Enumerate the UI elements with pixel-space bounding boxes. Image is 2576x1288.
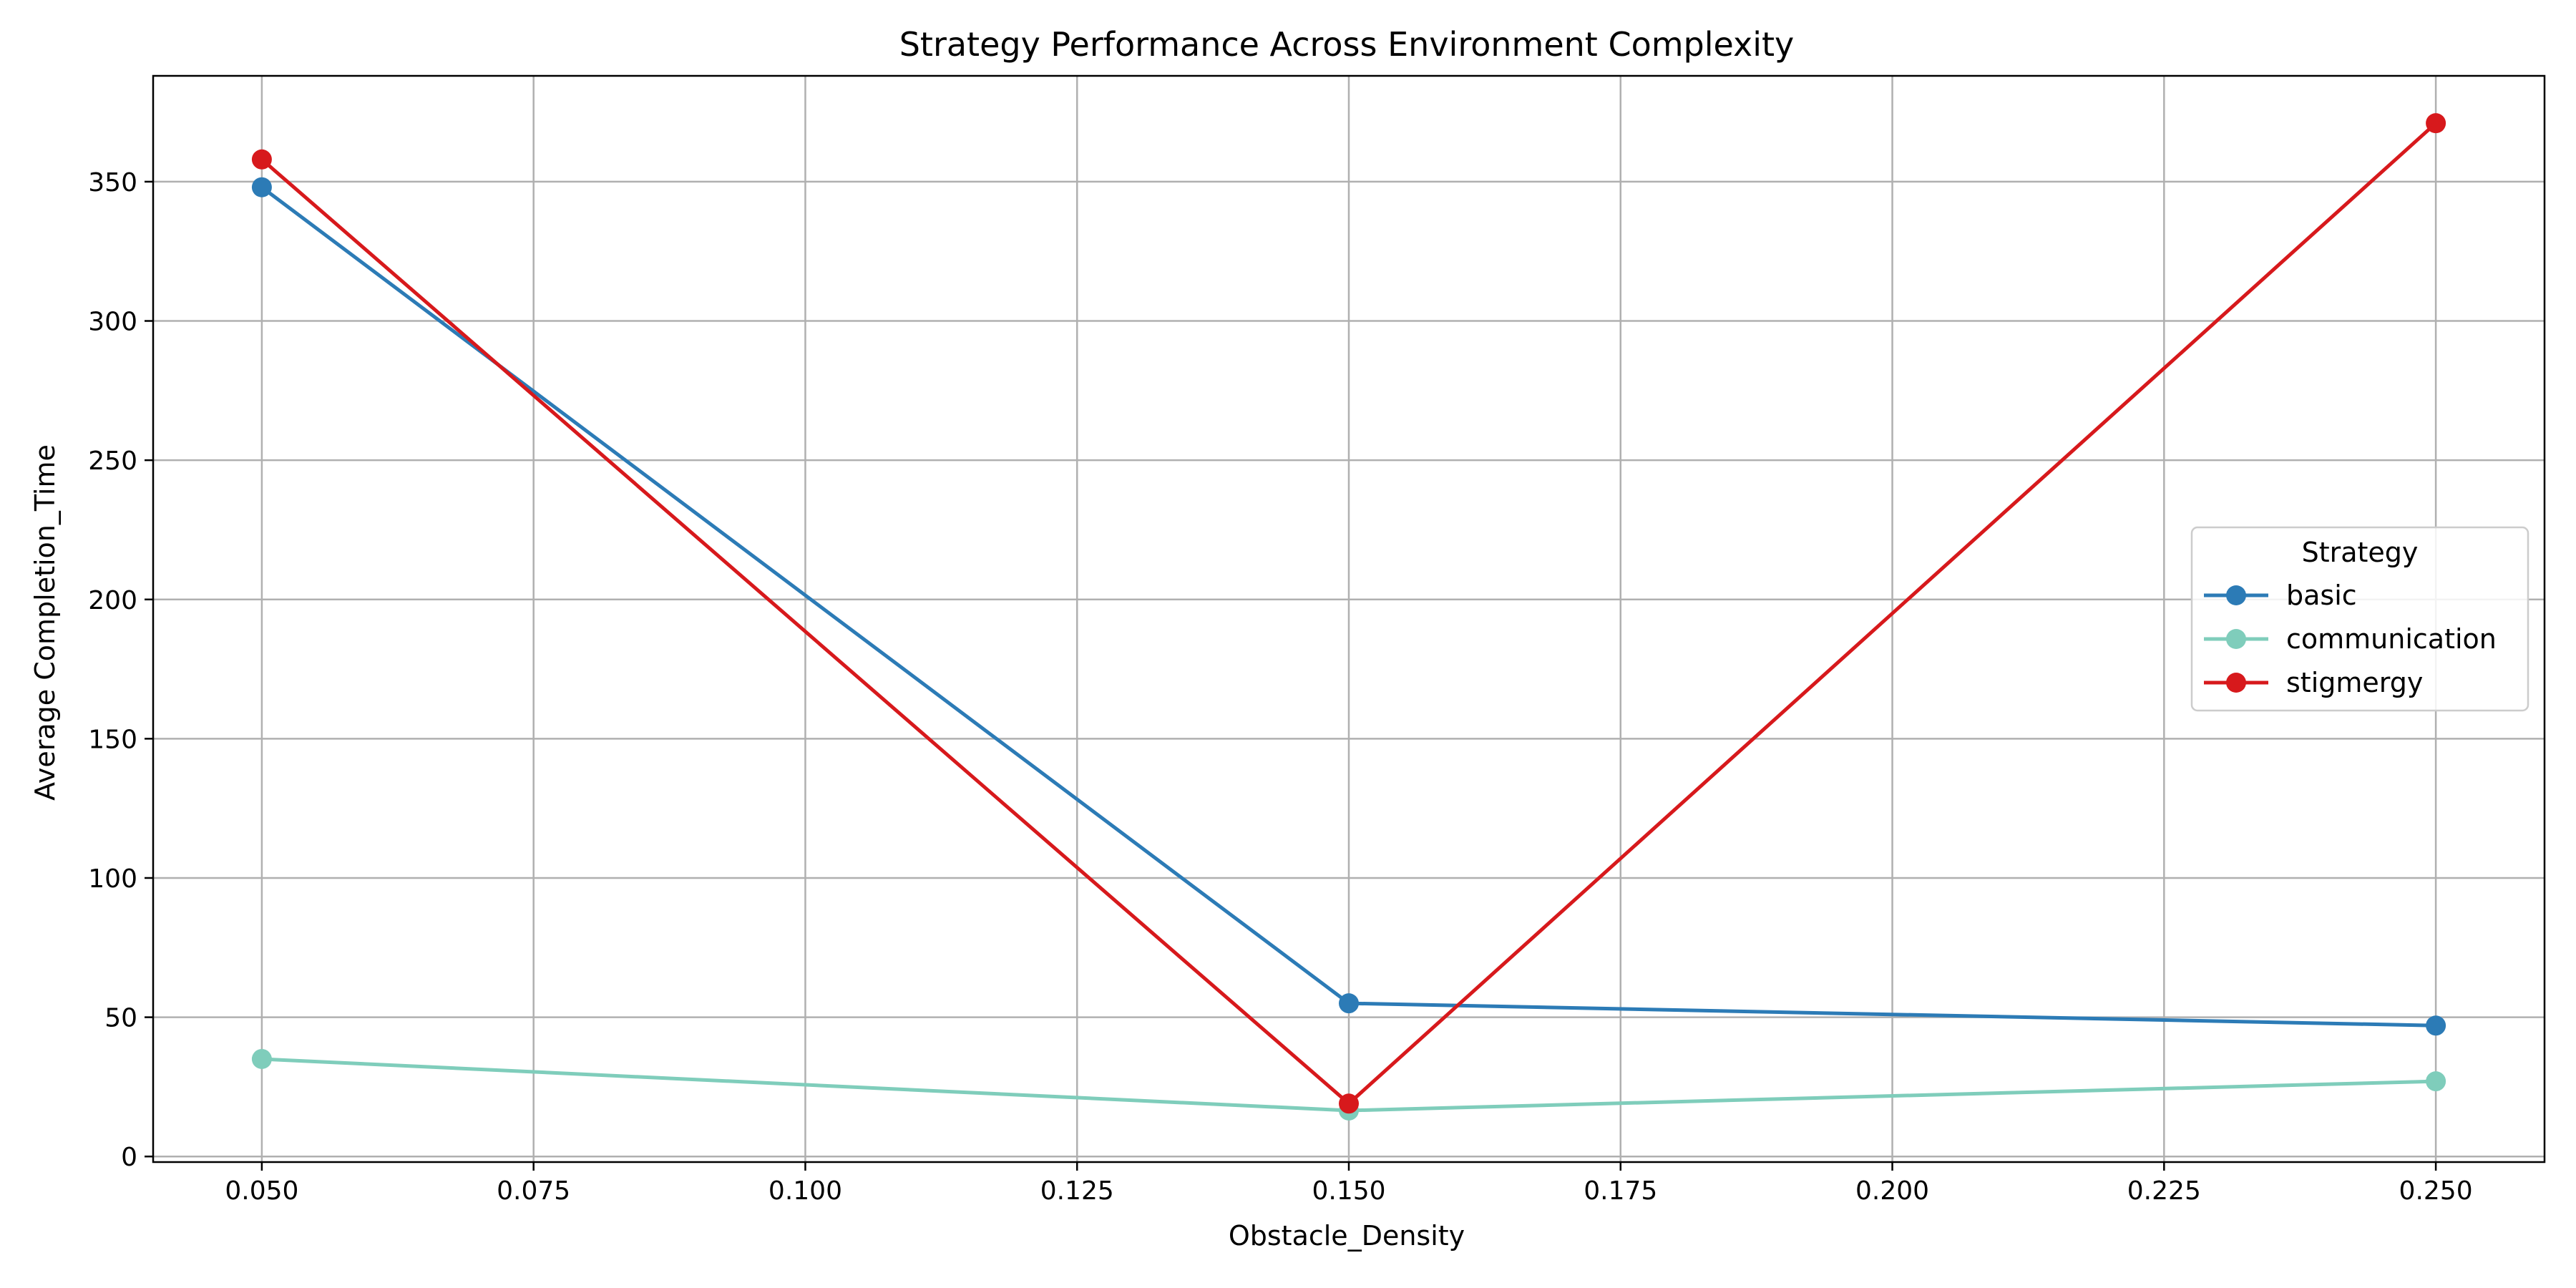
- legend-entry-communication: communication: [2204, 623, 2497, 655]
- x-tick-label: 0.075: [497, 1176, 570, 1206]
- legend-title: Strategy: [2302, 537, 2419, 568]
- data-point-basic: [251, 177, 272, 197]
- legend-frame: [2190, 526, 2529, 712]
- x-tick-label: 0.125: [1040, 1176, 1114, 1206]
- x-tick-label: 0.150: [1312, 1176, 1385, 1206]
- tick-layer: 0.050 0.075 0.100 0.125 0.150 0.175 0.200 0.225…: [88, 168, 2472, 1206]
- data-point-communication: [251, 1048, 272, 1069]
- y-axis-label: Average Completion_Time: [29, 444, 61, 801]
- y-tick-label: 250: [88, 447, 137, 476]
- x-tick-label: 0.200: [1855, 1176, 1929, 1206]
- y-tick-label: 150: [88, 725, 137, 754]
- legend: Strategy basic communication stigmergy: [2190, 526, 2529, 712]
- y-tick-label: 200: [88, 586, 137, 615]
- chart-title: Strategy Performance Across Environment …: [899, 25, 1795, 64]
- legend-label: communication: [2286, 623, 2497, 655]
- x-tick-label: 0.250: [2399, 1176, 2473, 1206]
- x-tick-label: 0.050: [225, 1176, 298, 1206]
- legend-marker: [2226, 585, 2246, 605]
- series-basic: [251, 177, 2446, 1036]
- data-point-basic: [2426, 1015, 2446, 1036]
- data-point-stigmergy: [2426, 113, 2446, 134]
- legend-label: stigmergy: [2286, 667, 2423, 698]
- y-tick-label: 50: [104, 1004, 137, 1033]
- x-tick-label: 0.175: [1584, 1176, 1657, 1206]
- legend-label: basic: [2286, 580, 2357, 611]
- series-stigmergy: [251, 113, 2446, 1114]
- data-point-communication: [2426, 1071, 2446, 1092]
- grid-layer: [153, 76, 2545, 1162]
- legend-entry-basic: basic: [2204, 580, 2357, 611]
- data-point-stigmergy: [1339, 1093, 1359, 1114]
- x-tick-label: 0.225: [2127, 1176, 2201, 1206]
- legend-entry-stigmergy: stigmergy: [2204, 667, 2423, 698]
- legend-entries: basic communication stigmergy: [2204, 580, 2497, 698]
- y-tick-label: 0: [121, 1143, 137, 1172]
- data-point-stigmergy: [251, 149, 272, 170]
- x-axis-label: Obstacle_Density: [1229, 1220, 1465, 1252]
- data-point-basic: [1339, 993, 1359, 1014]
- legend-marker: [2226, 629, 2246, 649]
- series-layer: [251, 113, 2446, 1121]
- y-tick-label: 300: [88, 308, 137, 337]
- y-tick-label: 350: [88, 168, 137, 197]
- legend-marker: [2226, 673, 2246, 693]
- x-tick-label: 0.100: [769, 1176, 842, 1206]
- y-tick-label: 100: [88, 864, 137, 894]
